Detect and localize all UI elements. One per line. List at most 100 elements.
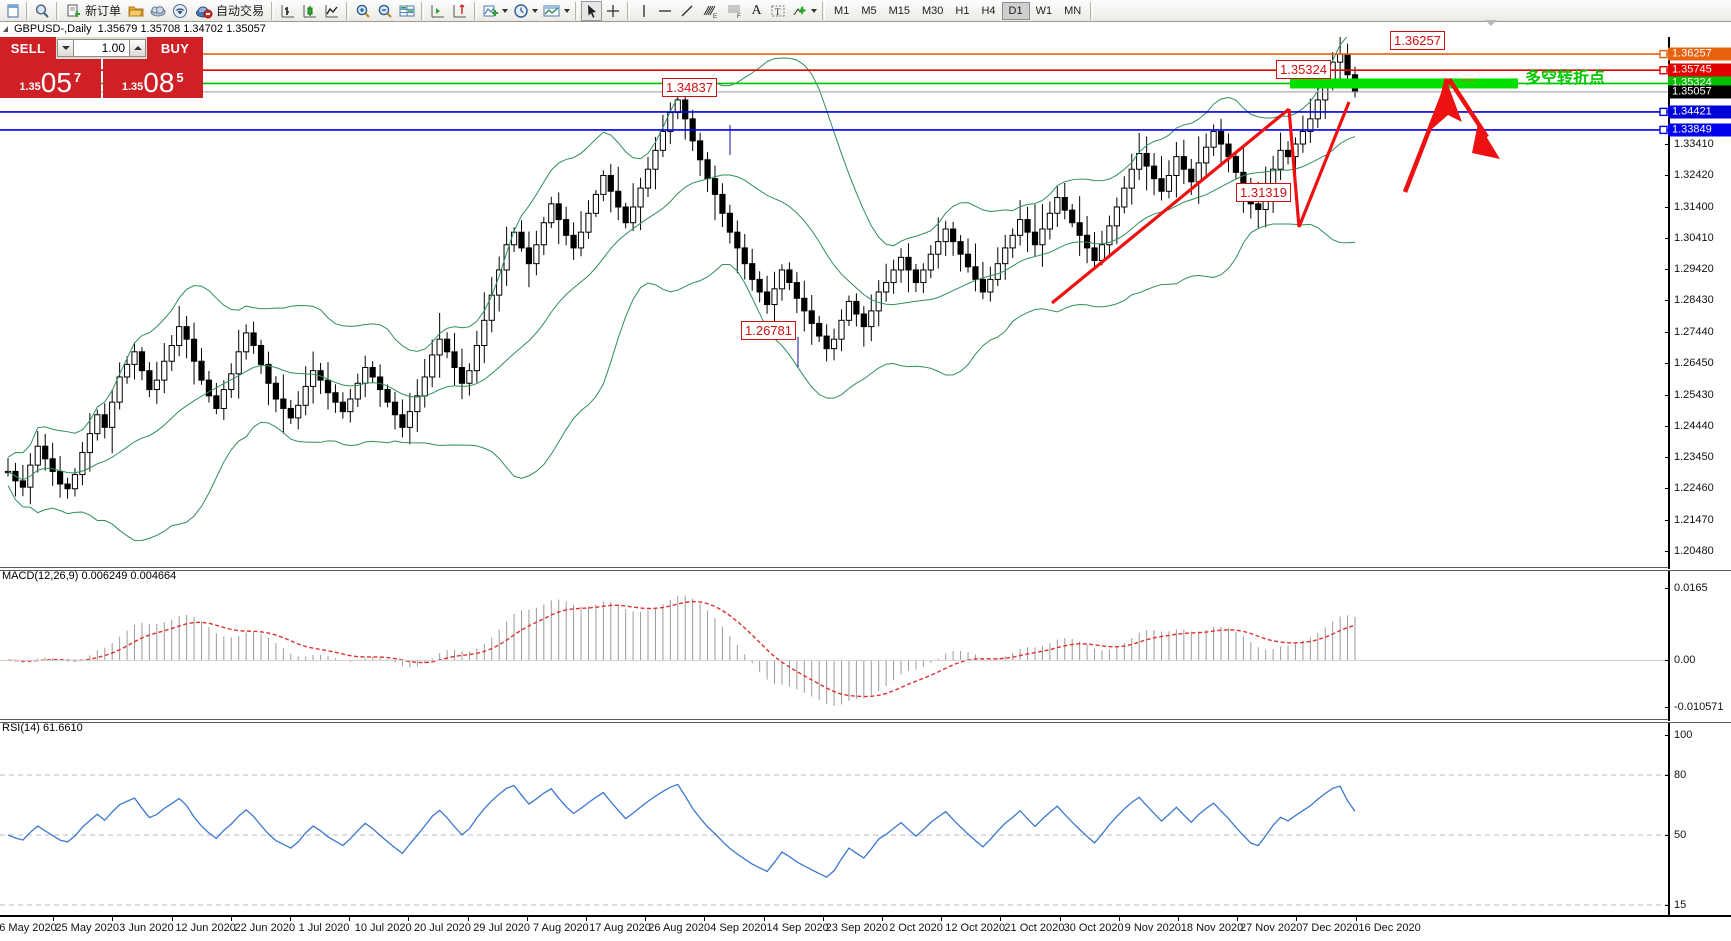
- grid-icon[interactable]: [396, 1, 418, 21]
- auto-scroll-icon[interactable]: [449, 1, 471, 21]
- bar-chart-icon[interactable]: [277, 1, 299, 21]
- date-tick-label: 6 May 2020: [0, 922, 57, 934]
- one-click-trading-panel[interactable]: SELL 1.00 BUY 1.35 05 7 1.35 08 5: [0, 37, 203, 98]
- volume-stepper[interactable]: 1.00: [56, 37, 147, 59]
- arrows-shapes-icon[interactable]: [789, 1, 819, 21]
- sell-button[interactable]: SELL: [0, 37, 56, 59]
- chevron-down-icon[interactable]: [811, 8, 818, 13]
- svg-text:F: F: [737, 14, 741, 19]
- tf-m30[interactable]: M30: [922, 4, 944, 17]
- toolbar-divider: [56, 1, 59, 20]
- price-chart-pane[interactable]: 1.33410 1.32420 1.31400 1.30410 1.29420 1.284…: [0, 37, 1731, 569]
- date-tick-mark: [230, 917, 232, 921]
- annotation-low-126781[interactable]: 1.26781: [741, 321, 796, 340]
- tf-m1[interactable]: M1: [834, 4, 850, 17]
- vertical-line-icon[interactable]: [633, 1, 654, 21]
- cloud-icon[interactable]: [147, 1, 169, 21]
- badge-last-price[interactable]: 1.35057: [1668, 85, 1731, 99]
- date-tick-label: 26 Aug 2020: [648, 922, 711, 934]
- buy-price-display[interactable]: 1.35 08 5: [102, 59, 203, 98]
- badge-support-blue-1[interactable]: 1.34421: [1668, 105, 1731, 119]
- tf-d1[interactable]: D1: [1001, 1, 1030, 20]
- pane-divider-2[interactable]: [0, 719, 1731, 723]
- annotation-pivot-135324[interactable]: 1.35324: [1276, 60, 1331, 79]
- svg-text:E: E: [713, 14, 717, 19]
- trendline-icon[interactable]: [676, 1, 698, 21]
- chevron-down-icon[interactable]: [564, 8, 571, 13]
- symbol-ohlc-bar: GBPUSD-,Daily 1.35679 1.35708 1.34702 1.…: [0, 22, 1731, 37]
- date-tick-label: 29 Jul 2020: [473, 922, 531, 934]
- indicator-add-icon[interactable]: [480, 1, 510, 21]
- text-label-icon[interactable]: T: [767, 1, 789, 21]
- toolbar-divider: [474, 1, 478, 20]
- text-a-icon[interactable]: A: [751, 2, 762, 18]
- rsi-label: RSI(14) 61.6610: [2, 722, 83, 734]
- volume-input[interactable]: 1.00: [74, 39, 129, 57]
- badge-resistance-red[interactable]: 1.35745: [1668, 63, 1731, 77]
- annotation-high-134837[interactable]: 1.34837: [662, 78, 717, 97]
- zoom-in-icon[interactable]: [352, 1, 374, 21]
- price-tick: 1.29420: [1665, 263, 1731, 275]
- date-tick-mark: [882, 917, 883, 921]
- cursor-arrow-icon[interactable]: [581, 0, 603, 21]
- zoom-out-icon[interactable]: [374, 1, 396, 21]
- chart-shift-icon[interactable]: [427, 1, 449, 21]
- date-tick-mark: [586, 917, 587, 921]
- trend-line-drawing: [1297, 101, 1351, 228]
- new-order-button[interactable]: 新订单: [62, 1, 125, 21]
- price-tick: 1.22460: [1665, 482, 1731, 494]
- date-tick-mark: [704, 917, 706, 921]
- wifi-icon[interactable]: [169, 1, 191, 21]
- volume-increase-button[interactable]: [129, 39, 146, 57]
- macd-pane[interactable]: MACD(12,26,9) 0.006249 0.004664 0.0165 0.…: [0, 570, 1731, 721]
- badge-support-blue-2[interactable]: 1.33849: [1668, 123, 1731, 137]
- magnifier-icon[interactable]: [32, 1, 53, 21]
- pane-divider-1[interactable]: [0, 567, 1731, 571]
- date-tick-label: 3 Jun 2020: [119, 922, 174, 934]
- tf-w1[interactable]: W1: [1035, 4, 1053, 17]
- auto-trading-button[interactable]: 自动交易: [191, 1, 268, 21]
- template-icon[interactable]: [540, 1, 572, 21]
- date-tick-mark: [645, 917, 647, 921]
- date-tick-mark: [171, 917, 173, 921]
- collapse-triangle-icon[interactable]: [3, 26, 8, 32]
- channel-icon[interactable]: F: [722, 1, 746, 21]
- crosshair-icon[interactable]: [602, 1, 624, 21]
- folder-icon[interactable]: [125, 1, 147, 21]
- fibonacci-icon[interactable]: E: [698, 1, 722, 21]
- new-order-label: 新订单: [85, 4, 122, 18]
- price-chart-canvas: [0, 37, 1668, 542]
- level-handle: [1659, 107, 1668, 117]
- horizontal-line-icon[interactable]: [654, 1, 676, 21]
- annotation-low-131319[interactable]: 1.31319: [1236, 183, 1291, 202]
- date-tick-mark: [408, 917, 410, 921]
- document-icon[interactable]: [2, 1, 23, 21]
- sell-price-display[interactable]: 1.35 05 7: [0, 59, 101, 98]
- tf-mn[interactable]: MN: [1064, 4, 1082, 17]
- oct-prices: 1.35 05 7 1.35 08 5: [0, 59, 203, 98]
- oct-header: SELL 1.00 BUY: [0, 37, 203, 59]
- scroll-marker-icon: [1485, 20, 1497, 26]
- clock-icon[interactable]: [510, 1, 540, 21]
- sell-price-head: 1.35: [19, 81, 41, 93]
- candlestick-icon[interactable]: [299, 1, 321, 21]
- annotation-high-136257[interactable]: 1.36257: [1390, 31, 1445, 50]
- date-tick-label: 12 Oct 2020: [945, 922, 1006, 934]
- toolbar-divider: [1090, 1, 1094, 20]
- price-axis[interactable]: 1.33410 1.32420 1.31400 1.30410 1.29420 1.284…: [1665, 37, 1731, 569]
- annotation-chinese-note[interactable]: 多空转折点: [1525, 70, 1606, 87]
- tf-m15[interactable]: M15: [888, 4, 910, 17]
- line-chart-icon[interactable]: [321, 1, 343, 21]
- buy-button[interactable]: BUY: [147, 37, 203, 59]
- tf-h1[interactable]: H1: [955, 4, 970, 17]
- date-tick-mark: [467, 917, 469, 921]
- tf-m5[interactable]: M5: [861, 4, 877, 17]
- date-axis[interactable]: 6 May 2020 25 May 2020 3 Jun 2020 12 Jun 20…: [0, 915, 1731, 941]
- chevron-down-icon[interactable]: [502, 8, 509, 13]
- badge-resistance-orange[interactable]: 1.36257: [1668, 47, 1731, 61]
- tf-h4[interactable]: H4: [981, 4, 996, 17]
- volume-decrease-button[interactable]: [57, 39, 74, 57]
- rsi-pane[interactable]: RSI(14) 61.6610 100 80 50 15: [0, 722, 1731, 915]
- chevron-down-icon[interactable]: [532, 8, 539, 13]
- sell-price-sup: 7: [73, 70, 82, 85]
